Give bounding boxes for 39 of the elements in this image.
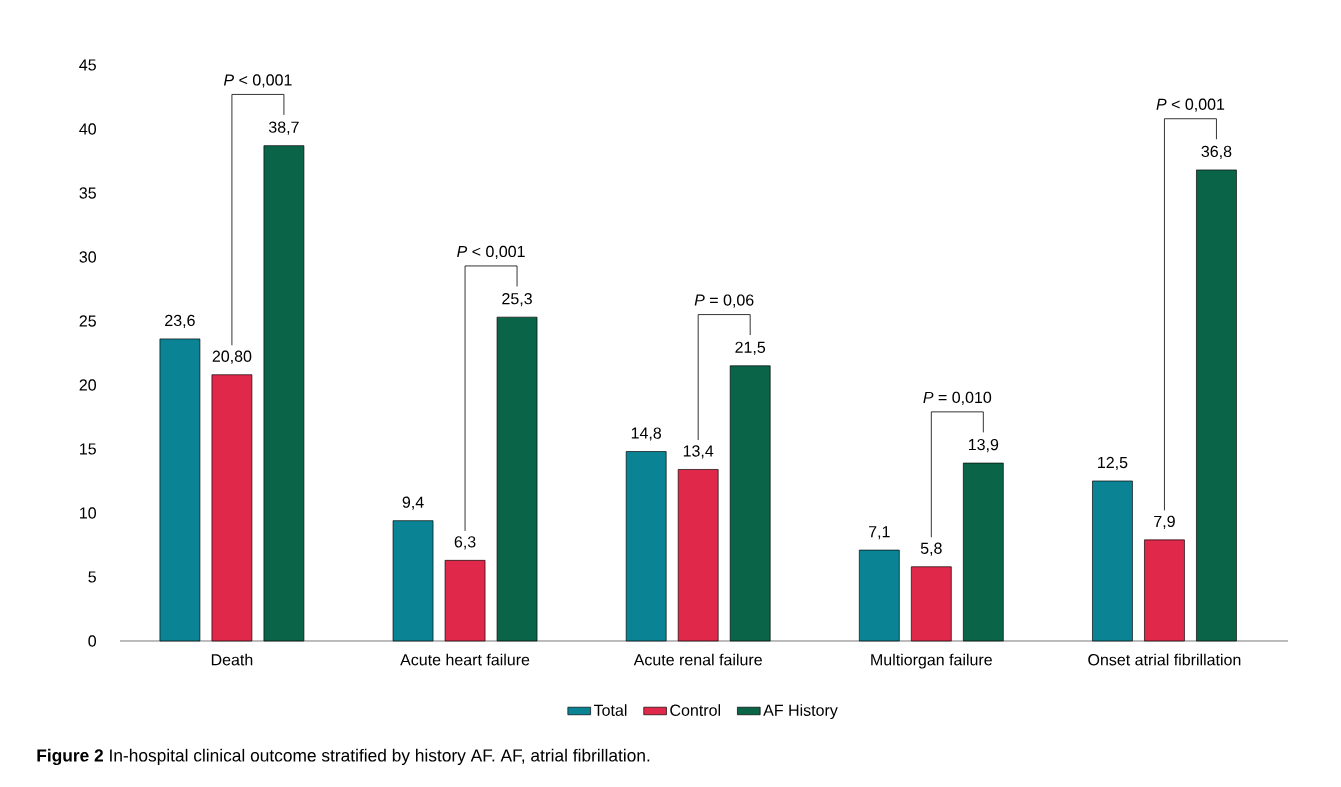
data-label: 14,8 <box>631 427 662 441</box>
data-label: 9,4 <box>402 496 424 510</box>
data-label: 13,9 <box>968 438 999 453</box>
x-tick-label: Multiorgan failure <box>871 653 992 669</box>
y-tick-label: 45 <box>79 59 96 71</box>
x-tick-label: Acute renal failure <box>633 653 762 666</box>
annotation: P = 0,010 <box>923 391 992 405</box>
data-label: 38,7 <box>268 121 299 135</box>
x-tick-label: Acute heart failure <box>400 653 530 666</box>
legend-label: Total <box>593 704 627 716</box>
data-label: 12,5 <box>1098 456 1128 471</box>
data-label: 23,6 <box>165 314 195 328</box>
y-tick-label: 15 <box>80 443 96 455</box>
data-label: 21,5 <box>735 341 766 355</box>
data-label: 13,4 <box>683 445 714 459</box>
y-tick-label: 25 <box>79 315 96 327</box>
data-label: 5,8 <box>920 542 942 556</box>
data-label: 25,3 <box>502 293 532 307</box>
annotation: P < 0,001 <box>223 74 292 88</box>
x-tick-label: Death <box>211 653 253 666</box>
y-tick-label: 35 <box>79 187 96 199</box>
text: Figure 2 In-hospital clinical outcome stratified by history AF. AF, atrial fibrillation. <box>37 748 650 766</box>
x-tick-label: Onset atrial fibrillation <box>1088 653 1241 666</box>
y-tick-label: 20 <box>79 379 97 391</box>
annotation: P < 0,001 <box>1156 98 1225 112</box>
y-tick-label: 30 <box>79 251 97 263</box>
y-tick-label: 0 <box>88 635 97 647</box>
annotation: P < 0,001 <box>457 245 525 260</box>
data-label: 7,1 <box>869 526 890 540</box>
y-tick-label: 40 <box>79 123 97 135</box>
y-tick-label: 5 <box>88 571 96 583</box>
y-tick-label: 10 <box>80 507 97 519</box>
data-label: 36,8 <box>1201 145 1232 160</box>
legend-label: Control <box>670 704 720 716</box>
legend-label: AF History <box>763 704 838 720</box>
data-label: 20,80 <box>212 350 252 364</box>
data-label: 6,3 <box>454 536 476 550</box>
data-label: 7,9 <box>1154 515 1175 529</box>
annotation: P = 0,06 <box>694 294 754 308</box>
